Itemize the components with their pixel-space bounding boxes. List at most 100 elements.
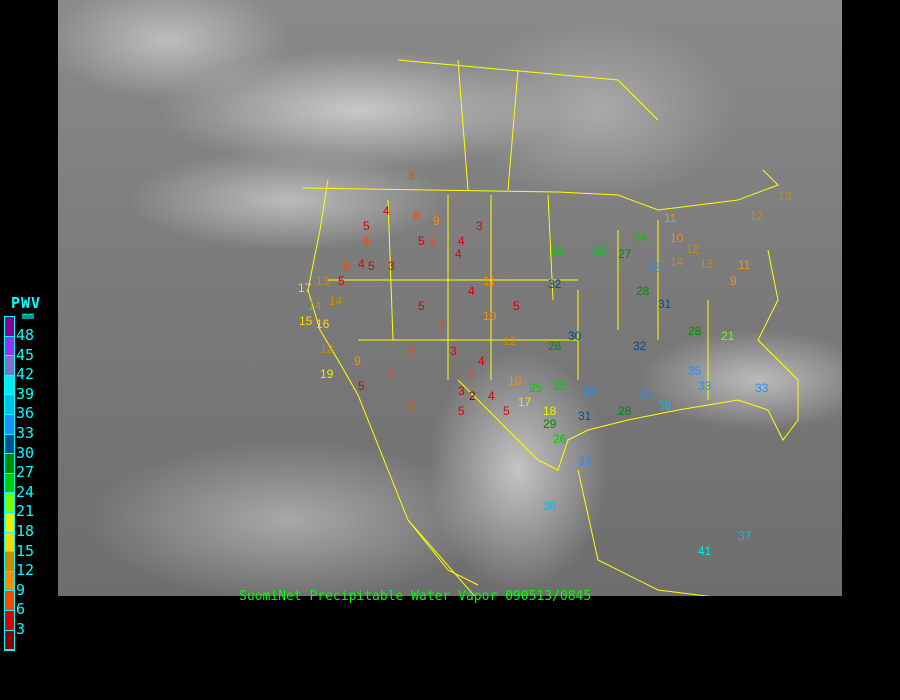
us-canada-border	[302, 169, 779, 211]
station-pwv-value: 5	[358, 379, 365, 393]
station-pwv-value: 25	[529, 381, 543, 395]
station-pwv-value: 28	[636, 284, 650, 298]
station-pwv-value: 33	[648, 261, 662, 275]
station-pwv-value: 14	[329, 294, 343, 308]
mexico-coast	[407, 469, 711, 596]
station-pwv-value: 9	[433, 214, 440, 228]
station-pwv-value: 13	[778, 189, 792, 203]
legend-label: 45	[16, 345, 35, 364]
legend-label: 6	[16, 600, 26, 619]
station-pwv-value: 24	[633, 231, 647, 245]
station-pwv-value: 33	[578, 454, 592, 468]
legend-label: 18	[16, 522, 35, 540]
legend-label: 12	[16, 561, 35, 580]
legend-swatch	[5, 512, 14, 533]
us-west-coast	[307, 179, 479, 586]
legend-label: 33	[16, 424, 35, 442]
legend-swatch	[5, 317, 14, 337]
satellite-map: 8 8 4 6 5 5 6 4 9 5 6 4 5 3 4 5 6 8 6 4 3 4 5 6 5 7 5 10 12 13 14 16 15 1…	[58, 0, 842, 596]
legend-swatch	[5, 375, 14, 396]
station-pwv-value: 8	[413, 209, 420, 223]
station-pwv-value: 25	[553, 379, 567, 393]
legend-label: 27	[16, 463, 35, 482]
station-pwv-value: 21	[721, 329, 735, 343]
legend-unit: mm	[22, 311, 35, 322]
station-pwv-value: 4	[455, 247, 462, 261]
state-lines	[328, 59, 709, 400]
station-pwv-value: 28	[618, 404, 632, 418]
station-pwv-value: 2	[469, 389, 476, 403]
legend-label: 30	[16, 443, 35, 462]
station-pwv-value: 4	[383, 204, 390, 218]
legend-swatch	[5, 532, 14, 553]
legend-label: 24	[16, 482, 35, 501]
station-pwv-value: 33	[638, 389, 652, 403]
station-pwv-value: 32	[633, 339, 647, 353]
station-pwv-value: 9	[354, 354, 361, 368]
legend-label: 39	[16, 384, 35, 403]
legend-swatch	[5, 630, 14, 651]
station-pwv-value: 7	[438, 319, 445, 333]
station-pwv-value: 10	[483, 309, 497, 323]
station-pwv-value: 4	[478, 354, 485, 368]
legend-label: 42	[16, 365, 35, 384]
legend-swatch	[5, 454, 14, 474]
station-pwv-value: 6	[430, 234, 437, 248]
station-pwv-value: 3	[450, 344, 457, 358]
map-caption: SuomiNet Precipitable Water Vapor 090513…	[239, 589, 592, 604]
station-pwv-value: 8	[408, 169, 415, 183]
station-pwv-value: 11	[483, 274, 496, 288]
station-pwv-value: 35	[688, 364, 702, 378]
station-pwv-value: 6	[363, 234, 370, 248]
station-pwv-value: 12	[686, 242, 700, 256]
station-pwv-value: 16	[316, 317, 330, 331]
station-pwv-value: 5	[418, 299, 425, 313]
political-boundaries	[302, 59, 799, 596]
legend-swatch	[5, 434, 14, 455]
station-pwv-value: 15	[299, 314, 313, 328]
station-pwv-value: 14	[308, 299, 322, 313]
legend-swatch	[5, 356, 14, 376]
station-pwv-value: 9	[730, 274, 737, 288]
station-pwv-value: 29	[543, 417, 557, 431]
legend-swatch	[5, 493, 14, 513]
station-pwv-value: 5	[503, 404, 510, 418]
station-pwv-value: 31	[578, 409, 592, 423]
station-pwv-value: 5	[363, 219, 370, 233]
legend-swatch	[5, 336, 14, 357]
station-pwv-value: 27	[618, 247, 632, 261]
station-pwv-value: 28	[548, 339, 562, 353]
legend-swatch	[5, 571, 14, 592]
station-pwv-value: 18	[543, 404, 557, 418]
station-pwv-value: 13	[316, 274, 330, 288]
station-pwv-value: 26	[593, 244, 607, 258]
station-pwv-value: 4	[358, 257, 365, 271]
station-pwv-value: 26	[553, 432, 567, 446]
station-pwv-value: 6	[408, 344, 415, 358]
gulf-coast	[457, 249, 799, 471]
station-pwv-value: 11	[738, 258, 751, 272]
station-pwv-value: 37	[738, 529, 752, 543]
station-pwv-value: 4	[468, 284, 475, 298]
station-pwv-value: 36	[658, 399, 672, 413]
legend-swatch	[5, 552, 14, 572]
color-legend	[4, 316, 15, 652]
station-pwv-value: 10	[670, 231, 684, 245]
station-pwv-value: 12	[503, 334, 517, 348]
legend-swatch	[5, 473, 14, 494]
station-pwv-value: 3	[388, 259, 395, 273]
legend-swatch	[5, 610, 14, 631]
station-pwv-value: 5	[418, 234, 425, 248]
station-pwv-value: 30	[568, 329, 582, 343]
station-pwv-value: 19	[320, 367, 334, 381]
station-pwv-value: 6	[343, 259, 350, 273]
station-pwv-value: 5	[338, 274, 345, 288]
station-pwv-value: 4	[458, 234, 465, 248]
station-pwv-value: 5	[458, 404, 465, 418]
station-pwv-value: 5	[513, 299, 520, 313]
station-pwv-value: 6	[388, 369, 395, 383]
station-pwv-value: 13	[700, 257, 714, 271]
station-pwv-value: 12	[320, 342, 334, 356]
station-pwv-value: 12	[750, 209, 764, 223]
station-pwv-value: 4	[488, 389, 495, 403]
